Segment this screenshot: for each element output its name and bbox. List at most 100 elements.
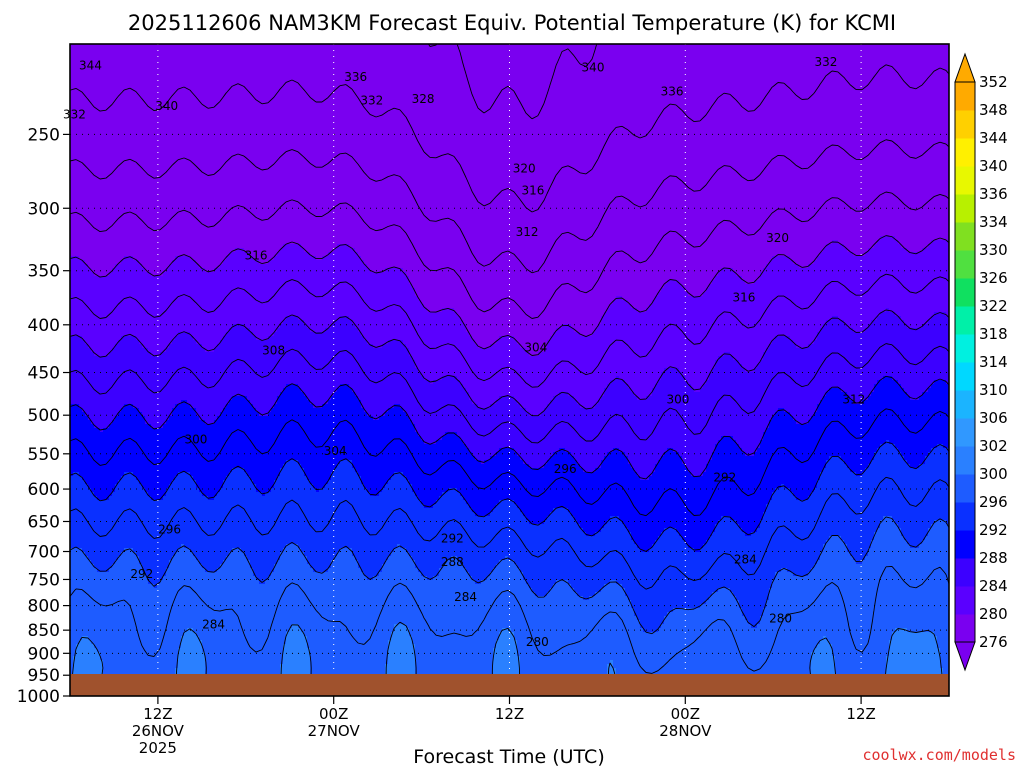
colorbar-swatch [955,222,975,251]
colorbar-swatch [955,306,975,335]
x-tick-label: 12Z [495,705,524,723]
contour-276 [70,139,949,274]
contour-278 [70,191,949,319]
colorbar-label: 322 [979,297,1008,315]
colorbar-swatch [955,558,975,587]
colorbar-label: 318 [979,325,1008,343]
contour-label: 292 [130,567,153,581]
contour-label: 284 [734,553,757,567]
contour-280 [70,235,949,356]
colorbar-bottom-arrow [954,641,976,672]
y-tick-label: 600 [28,480,60,500]
colorbar-swatch [955,446,975,475]
contour-label: 320 [766,231,789,245]
x-tick-label: 12Z [846,705,875,723]
x-tick-label: 28NOV [659,722,712,740]
colorbar-frame [954,81,976,643]
colorbar-label: 300 [979,465,1008,483]
x-tick-label: 27NOV [308,722,361,740]
y-tick-label: 400 [28,316,60,336]
colorbar-label: 330 [979,241,1008,259]
colorbar-label: 292 [979,521,1008,539]
contour-label: 332 [63,107,86,121]
contour-286 [70,343,949,444]
contour-label: 292 [713,470,736,484]
y-tick-label: 550 [28,445,60,465]
contour-label: 320 [513,162,536,176]
contour-label: 300 [667,393,690,407]
colorbar-swatch [955,502,975,531]
contour-label: 288 [441,555,464,569]
contour-288 [70,375,949,480]
contour-label: 280 [526,635,549,649]
x-tick-label: 00Z [671,705,700,723]
colorbar-label: 334 [979,213,1008,231]
y-tick-label: 950 [28,666,60,686]
colorbar-label: 288 [979,549,1008,567]
x-tick-label: 26NOV [132,722,185,740]
colorbar-label: 352 [979,73,1008,91]
contour-label: 316 [732,291,755,305]
y-tick-label: 650 [28,512,60,532]
contour-296 [70,516,949,635]
contour-label: 284 [202,617,225,631]
contour-274 [70,64,949,213]
contour-284 [70,309,949,417]
y-tick-label: 450 [28,364,60,384]
chart-title: 2025112606 NAM3KM Forecast Equiv. Potent… [128,11,896,35]
colorbar-swatch [955,390,975,419]
credit-text: coolwx.com/models [862,746,1016,764]
ground-surface [70,674,949,696]
y-tick-label: 850 [28,621,60,641]
colorbar-label: 276 [979,633,1008,651]
y-tick-label: 800 [28,597,60,617]
colorbar-swatch [955,166,975,195]
colorbar-swatch [955,418,975,447]
x-axis-title: Forecast Time (UTC) [413,746,604,768]
colorbar-top-arrow [954,52,976,83]
colorbar-swatch [955,614,975,643]
contour-label: 336 [661,85,684,99]
colorbar-label: 314 [979,353,1008,371]
colorbar-label: 296 [979,493,1008,511]
contour-label: 316 [245,248,268,262]
colorbar-label: 348 [979,101,1008,119]
colorbar-label: 326 [979,269,1008,287]
contour-labels: 344 340 336 332 328 340 336 332 332 320 316 312 316 3… [63,55,865,649]
contour-label: 312 [842,393,865,407]
contour-label: 280 [769,612,792,626]
colorbar-label: 306 [979,409,1008,427]
theta-e-field [70,44,949,696]
y-tick-label: 900 [28,644,60,664]
contour-294 [70,476,949,590]
colorbar-swatch [955,530,975,559]
contour-290 [70,408,949,517]
y-tick-label: 300 [28,199,60,219]
x-tick-label: 00Z [319,705,348,723]
contour-label: 340 [155,99,178,113]
colorbar-label: 302 [979,437,1008,455]
contour-label: 332 [360,94,383,108]
contour-label: 344 [79,59,102,73]
y-tick-label: 700 [28,543,60,563]
x-tick-label: 12Z [143,705,172,723]
x-tick-label: 2025 [139,739,177,757]
colorbar-swatch [955,194,975,223]
y-tick-label: 350 [28,262,60,282]
colorbar-swatch [955,334,975,363]
colorbar-label: 310 [979,381,1008,399]
contour-label: 296 [554,462,577,476]
colorbar-swatch [955,138,975,167]
y-tick-label: 750 [28,570,60,590]
colorbar-label: 340 [979,157,1008,175]
contour-298 [70,565,949,674]
contour-label: 308 [262,343,285,357]
y-tick-label: 1000 [17,687,60,707]
y-tick-label: 250 [28,125,60,145]
contour-label: 312 [516,225,539,239]
contour-label: 304 [324,444,347,458]
colorbar-swatch [955,110,975,139]
